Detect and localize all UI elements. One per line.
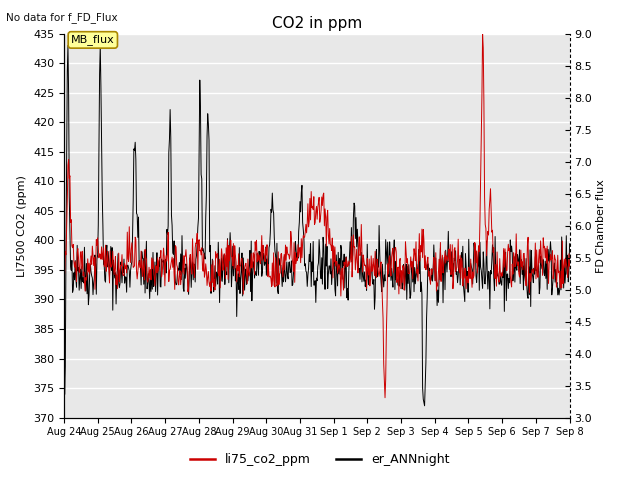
Y-axis label: FD Chamber flux: FD Chamber flux [596,179,606,273]
Legend: li75_co2_ppm, er_ANNnight: li75_co2_ppm, er_ANNnight [186,448,454,471]
Text: No data for f_FD_Flux: No data for f_FD_Flux [6,12,118,23]
Title: CO2 in ppm: CO2 in ppm [271,16,362,31]
Text: MB_flux: MB_flux [71,35,115,46]
Y-axis label: LI7500 CO2 (ppm): LI7500 CO2 (ppm) [17,175,28,276]
